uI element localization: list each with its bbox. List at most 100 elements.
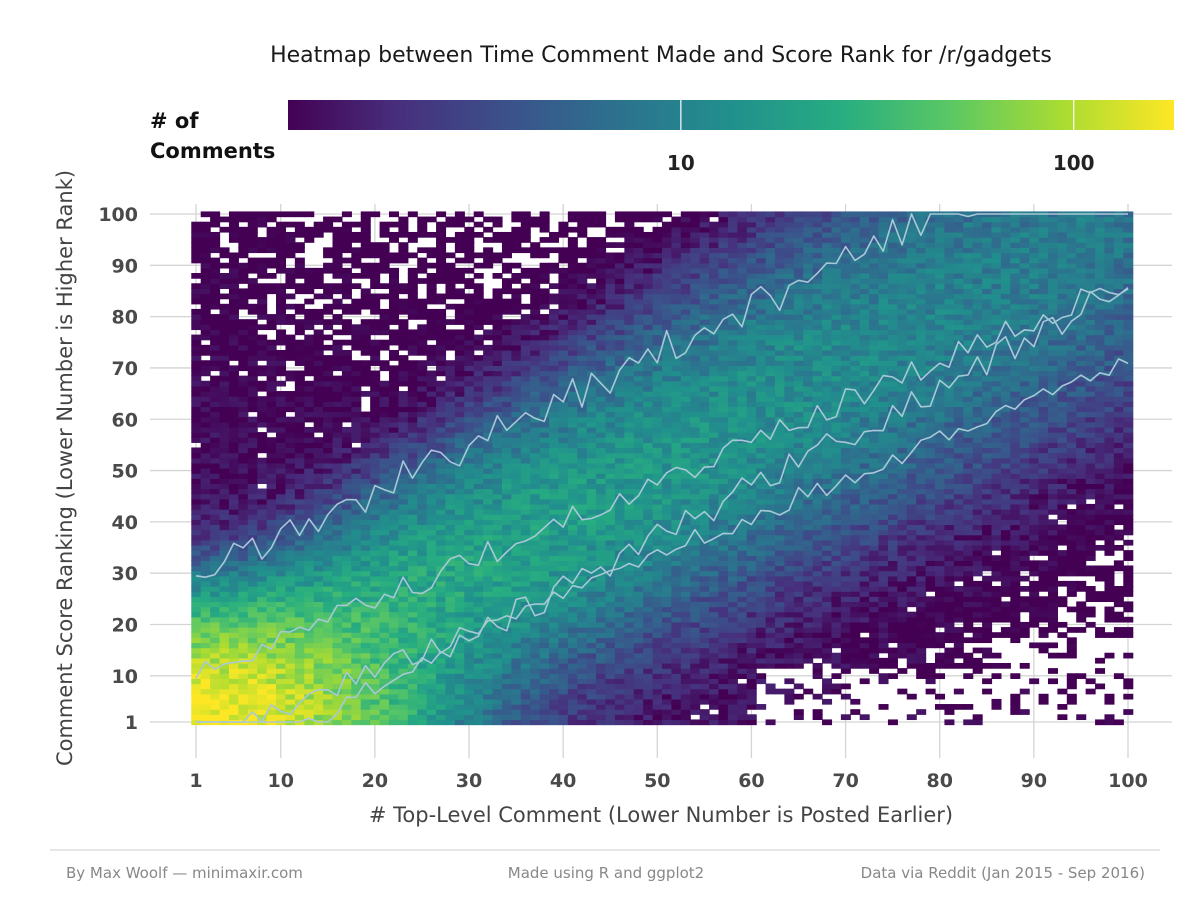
heatmap-cell xyxy=(332,355,343,361)
heatmap-cell xyxy=(530,642,541,649)
heatmap-cell xyxy=(276,262,287,269)
heatmap-cell xyxy=(257,503,268,510)
heatmap-cell xyxy=(436,462,447,469)
heatmap-cell xyxy=(313,349,324,356)
heatmap-cell xyxy=(680,432,691,438)
heatmap-cell xyxy=(379,432,390,438)
heatmap-cell xyxy=(407,267,418,274)
heatmap-cell xyxy=(558,688,569,695)
heatmap-cell xyxy=(643,365,654,372)
heatmap-cell xyxy=(285,534,296,541)
heatmap-cell xyxy=(200,678,211,685)
heatmap-cell xyxy=(624,406,635,413)
heatmap-cell xyxy=(539,360,550,366)
heatmap-cell xyxy=(379,719,390,726)
heatmap-cell xyxy=(558,514,569,520)
heatmap-cell xyxy=(313,503,324,510)
heatmap-cell xyxy=(210,704,221,710)
heatmap-cell xyxy=(511,344,522,351)
heatmap-cell xyxy=(426,426,437,433)
heatmap-cell xyxy=(257,668,268,674)
heatmap-cell xyxy=(558,462,569,469)
heatmap-cell xyxy=(285,334,296,341)
heatmap-cell xyxy=(539,529,550,536)
heatmap-cell xyxy=(549,704,560,710)
heatmap-cell xyxy=(643,308,654,315)
heatmap-cell xyxy=(388,329,399,336)
heatmap-cell xyxy=(614,529,625,536)
heatmap-cell xyxy=(238,349,249,356)
heatmap-cell xyxy=(285,483,296,490)
heatmap-cell xyxy=(530,247,541,254)
heatmap-cell xyxy=(247,621,258,628)
heatmap-cell xyxy=(520,544,531,551)
heatmap-cell xyxy=(247,498,258,505)
heatmap-cell xyxy=(605,657,616,664)
heatmap-cell xyxy=(247,519,258,526)
heatmap-cell xyxy=(294,519,305,526)
heatmap-cell xyxy=(511,601,522,608)
heatmap-cell xyxy=(426,509,437,515)
heatmap-cell xyxy=(219,278,230,284)
heatmap-cell xyxy=(360,616,371,623)
heatmap-cell xyxy=(323,591,334,597)
heatmap-cell xyxy=(690,637,701,644)
heatmap-cell xyxy=(549,544,560,551)
heatmap-cell xyxy=(417,247,428,254)
heatmap-cell xyxy=(520,519,531,526)
heatmap-cell xyxy=(511,478,522,484)
heatmap-cell xyxy=(483,678,494,685)
heatmap-cell xyxy=(370,647,381,654)
heatmap-cell xyxy=(511,668,522,674)
heatmap-cell xyxy=(464,360,475,366)
heatmap-cell xyxy=(200,303,211,310)
heatmap-cell xyxy=(304,457,315,464)
heatmap-cell xyxy=(247,698,258,705)
heatmap-cell xyxy=(388,662,399,669)
heatmap-cell xyxy=(388,601,399,608)
heatmap-cell xyxy=(379,293,390,300)
heatmap-cell xyxy=(426,693,437,700)
heatmap-cell xyxy=(643,621,654,628)
heatmap-cell xyxy=(445,396,456,402)
heatmap-cell xyxy=(219,308,230,315)
heatmap-cell xyxy=(228,647,239,654)
heatmap-cell xyxy=(304,288,315,295)
heatmap-cell xyxy=(577,252,588,259)
heatmap-cell xyxy=(633,303,644,310)
heatmap-cell xyxy=(341,483,352,490)
heatmap-cell xyxy=(680,678,691,685)
heatmap-cell xyxy=(313,601,324,608)
heatmap-cell xyxy=(492,339,503,346)
heatmap-cell xyxy=(501,534,512,541)
heatmap-cell xyxy=(266,324,277,331)
heatmap-cell xyxy=(238,591,249,597)
heatmap-cell xyxy=(586,303,597,310)
heatmap-cell xyxy=(614,319,625,325)
heatmap-cell xyxy=(341,375,352,382)
heatmap-cell xyxy=(501,688,512,695)
heatmap-cell xyxy=(567,627,578,633)
heatmap-cell xyxy=(539,509,550,515)
heatmap-cell xyxy=(596,385,607,392)
heatmap-cell xyxy=(351,627,362,633)
heatmap-cell xyxy=(652,447,663,454)
heatmap-cell xyxy=(520,288,531,295)
heatmap-cell xyxy=(257,601,268,608)
heatmap-cell xyxy=(219,375,230,382)
heatmap-cell xyxy=(567,637,578,644)
heatmap-cell xyxy=(285,488,296,495)
heatmap-cell xyxy=(614,329,625,336)
heatmap-cell xyxy=(210,503,221,510)
heatmap-cell xyxy=(228,519,239,526)
heatmap-cell xyxy=(360,544,371,551)
heatmap-cell xyxy=(257,647,268,654)
heatmap-cell xyxy=(520,621,531,628)
heatmap-cell xyxy=(210,426,221,433)
heatmap-cell xyxy=(520,391,531,397)
heatmap-cell xyxy=(662,365,673,372)
heatmap-cell xyxy=(228,534,239,541)
heatmap-cell xyxy=(624,447,635,454)
heatmap-cell xyxy=(605,473,616,479)
heatmap-cell xyxy=(520,668,531,674)
